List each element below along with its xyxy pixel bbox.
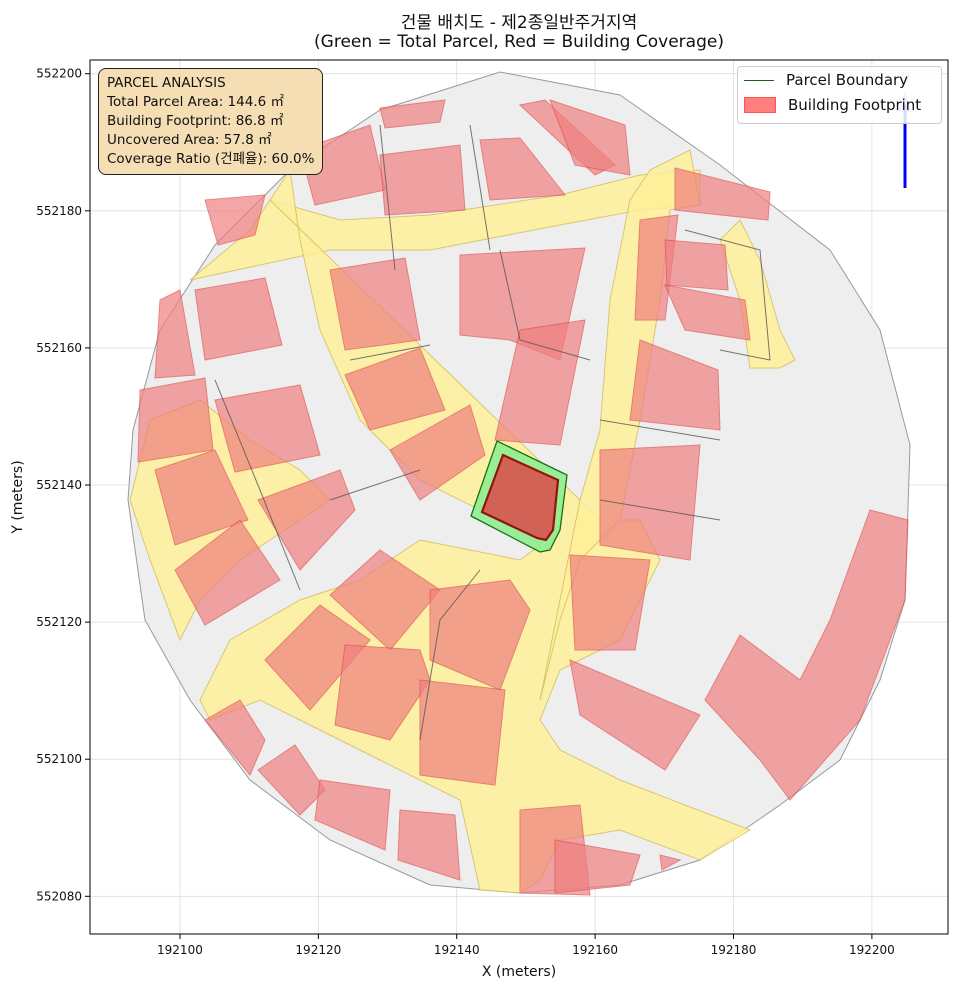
building-footprint	[397, 809, 461, 881]
plot-frame	[89, 59, 949, 935]
x-tick-label: 192160	[572, 943, 618, 957]
info-heading: PARCEL ANALYSIS	[107, 75, 226, 91]
building-footprint	[154, 449, 249, 546]
parcel-analysis-box: PARCEL ANALYSIS Total Parcel Area: 144.6…	[98, 68, 324, 175]
y-tick-label: 552100	[36, 752, 82, 766]
building-footprint	[569, 659, 701, 771]
legend-item-building: Building Footprint	[744, 96, 921, 114]
y-tick-label: 552160	[36, 341, 82, 355]
building-footprint	[204, 699, 266, 776]
building-footprint	[629, 339, 721, 431]
building-footprint	[389, 404, 486, 501]
x-axis-label: X (meters)	[482, 964, 556, 980]
building-footprint	[257, 469, 356, 571]
building-footprint	[554, 839, 641, 894]
building-footprint	[137, 377, 214, 463]
x-tick-label: 192140	[434, 943, 480, 957]
x-tick-label: 192180	[711, 943, 757, 957]
legend-label: Building Footprint	[788, 96, 922, 114]
building-footprint	[194, 277, 283, 361]
building-footprint	[214, 384, 321, 473]
building-footprint	[174, 519, 281, 626]
lot-line	[599, 419, 721, 441]
building-footprint	[664, 284, 751, 341]
lot-line	[214, 379, 301, 591]
y-tick-label: 552140	[36, 478, 82, 492]
building-footprint	[329, 257, 421, 351]
legend: Parcel Boundary Building Footprint	[737, 66, 942, 124]
building-footprint	[664, 239, 729, 291]
building-footprint	[494, 319, 586, 446]
info-line: Uncovered Area: 57.8 ㎡	[107, 132, 272, 148]
legend-label: Parcel Boundary	[786, 71, 909, 89]
lot-line	[349, 344, 431, 361]
road-area	[719, 219, 796, 369]
x-tick-label: 192100	[157, 943, 203, 957]
x-tick-label: 192200	[849, 943, 895, 957]
target-building	[480, 453, 560, 542]
building-footprint	[379, 99, 446, 129]
lot-line	[379, 124, 396, 271]
lot-line	[499, 249, 591, 361]
building-footprint	[674, 167, 771, 221]
building-footprint	[479, 137, 566, 201]
lot-line	[329, 469, 421, 501]
y-axis-label: Y (meters)	[10, 460, 26, 534]
building-footprint	[549, 99, 631, 176]
lot-line	[419, 569, 481, 741]
y-tick-label: 552080	[36, 889, 82, 903]
chart-subtitle: (Green = Total Parcel, Red = Building Co…	[314, 32, 724, 52]
building-footprint	[379, 144, 466, 216]
building-footprint	[429, 579, 531, 691]
y-tick-label: 552120	[36, 615, 82, 629]
building-footprint	[344, 347, 446, 431]
y-tick-label: 552200	[36, 67, 82, 81]
lot-line	[599, 499, 721, 521]
y-tick-label: 552180	[36, 204, 82, 218]
lot-line	[684, 229, 771, 361]
building-footprint	[154, 289, 196, 379]
building-footprint	[599, 444, 701, 561]
line-swatch	[744, 79, 774, 81]
chart-title: 건물 배치도 - 제2종일반주거지역	[400, 13, 638, 33]
building-footprint	[204, 194, 266, 246]
patch-swatch	[744, 97, 776, 113]
building-footprint	[659, 854, 682, 871]
building-footprint	[704, 509, 909, 801]
lot-line	[469, 124, 491, 251]
building-footprint	[264, 604, 371, 711]
building-footprint	[314, 779, 391, 851]
info-line: Total Parcel Area: 144.6 ㎡	[107, 94, 284, 110]
building-footprint	[419, 679, 506, 786]
x-tick-label: 192120	[295, 943, 341, 957]
building-footprint	[569, 554, 651, 651]
info-line: Building Footprint: 86.8 ㎡	[107, 113, 284, 129]
info-line: Coverage Ratio (건폐율): 60.0%	[107, 151, 315, 167]
legend-item-parcel: Parcel Boundary	[744, 71, 908, 89]
building-footprint	[334, 644, 431, 741]
